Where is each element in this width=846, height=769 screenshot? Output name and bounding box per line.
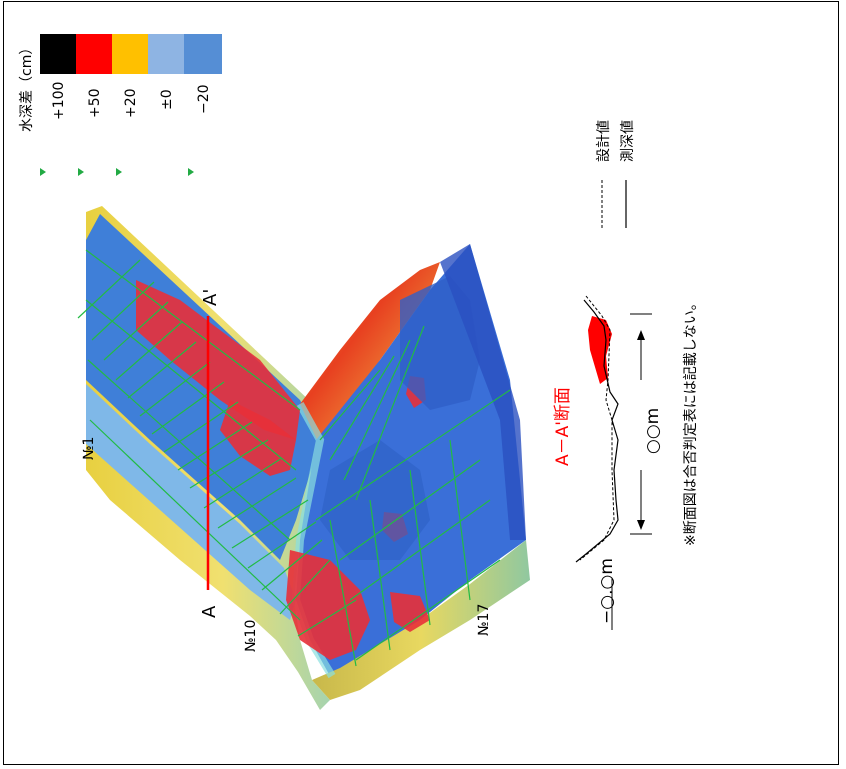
width-arrowhead-top: [637, 330, 645, 340]
legend-swatch-minus20: [184, 34, 222, 74]
right-edge: [440, 244, 526, 540]
legend-tick: [40, 168, 46, 176]
deep-patch: [320, 440, 430, 560]
design-line: [579, 295, 615, 561]
measured-line-label: 測深値: [620, 120, 636, 162]
red-patch: [136, 280, 300, 440]
section-note: ※断面図は合否判定表には記載しない。: [682, 296, 699, 546]
legend-swatch-zero: [148, 34, 184, 74]
station-label-1: №1: [81, 437, 97, 460]
red-patch: [390, 592, 430, 632]
legend-tick: [116, 168, 122, 176]
section-depth-label: −○.○m: [597, 558, 617, 624]
section-label-a: A: [199, 605, 220, 618]
legend-swatch-plus50: [76, 34, 112, 74]
design-line-label: 設計値: [596, 120, 612, 162]
legend-label-plus50: +50: [87, 88, 103, 118]
legend-swatch-plus100: [40, 34, 76, 74]
legend-label-zero: ±0: [159, 89, 175, 110]
red-patch: [220, 400, 296, 476]
legend-label-minus20: −20: [196, 84, 212, 114]
red-patch: [286, 550, 370, 660]
legend-tick: [188, 168, 194, 176]
cross-section: [575, 295, 652, 630]
station-label-10: №10: [243, 620, 259, 652]
legend: 水深差（cm） +100 +50 +20 ±0 −20: [19, 34, 222, 176]
legend-tick: [78, 168, 84, 176]
legend-label-plus20: +20: [123, 88, 139, 118]
width-arrowhead-bottom: [637, 520, 645, 530]
section-width-label: ○○m: [643, 408, 663, 454]
bathymetry-map: [77, 206, 530, 710]
measured-line: [575, 299, 619, 563]
legend-label-plus100: +100: [51, 82, 67, 120]
section-title: A－A'断面: [553, 387, 573, 466]
slope-band-upper: [86, 384, 296, 620]
station-label-17: №17: [476, 604, 492, 636]
legend-swatch-plus20: [112, 34, 148, 74]
legend-title: 水深差（cm）: [19, 41, 35, 132]
section-red-fill: [588, 316, 612, 384]
section-label-a-prime: A': [200, 289, 221, 306]
survey-grid: [77, 249, 511, 667]
